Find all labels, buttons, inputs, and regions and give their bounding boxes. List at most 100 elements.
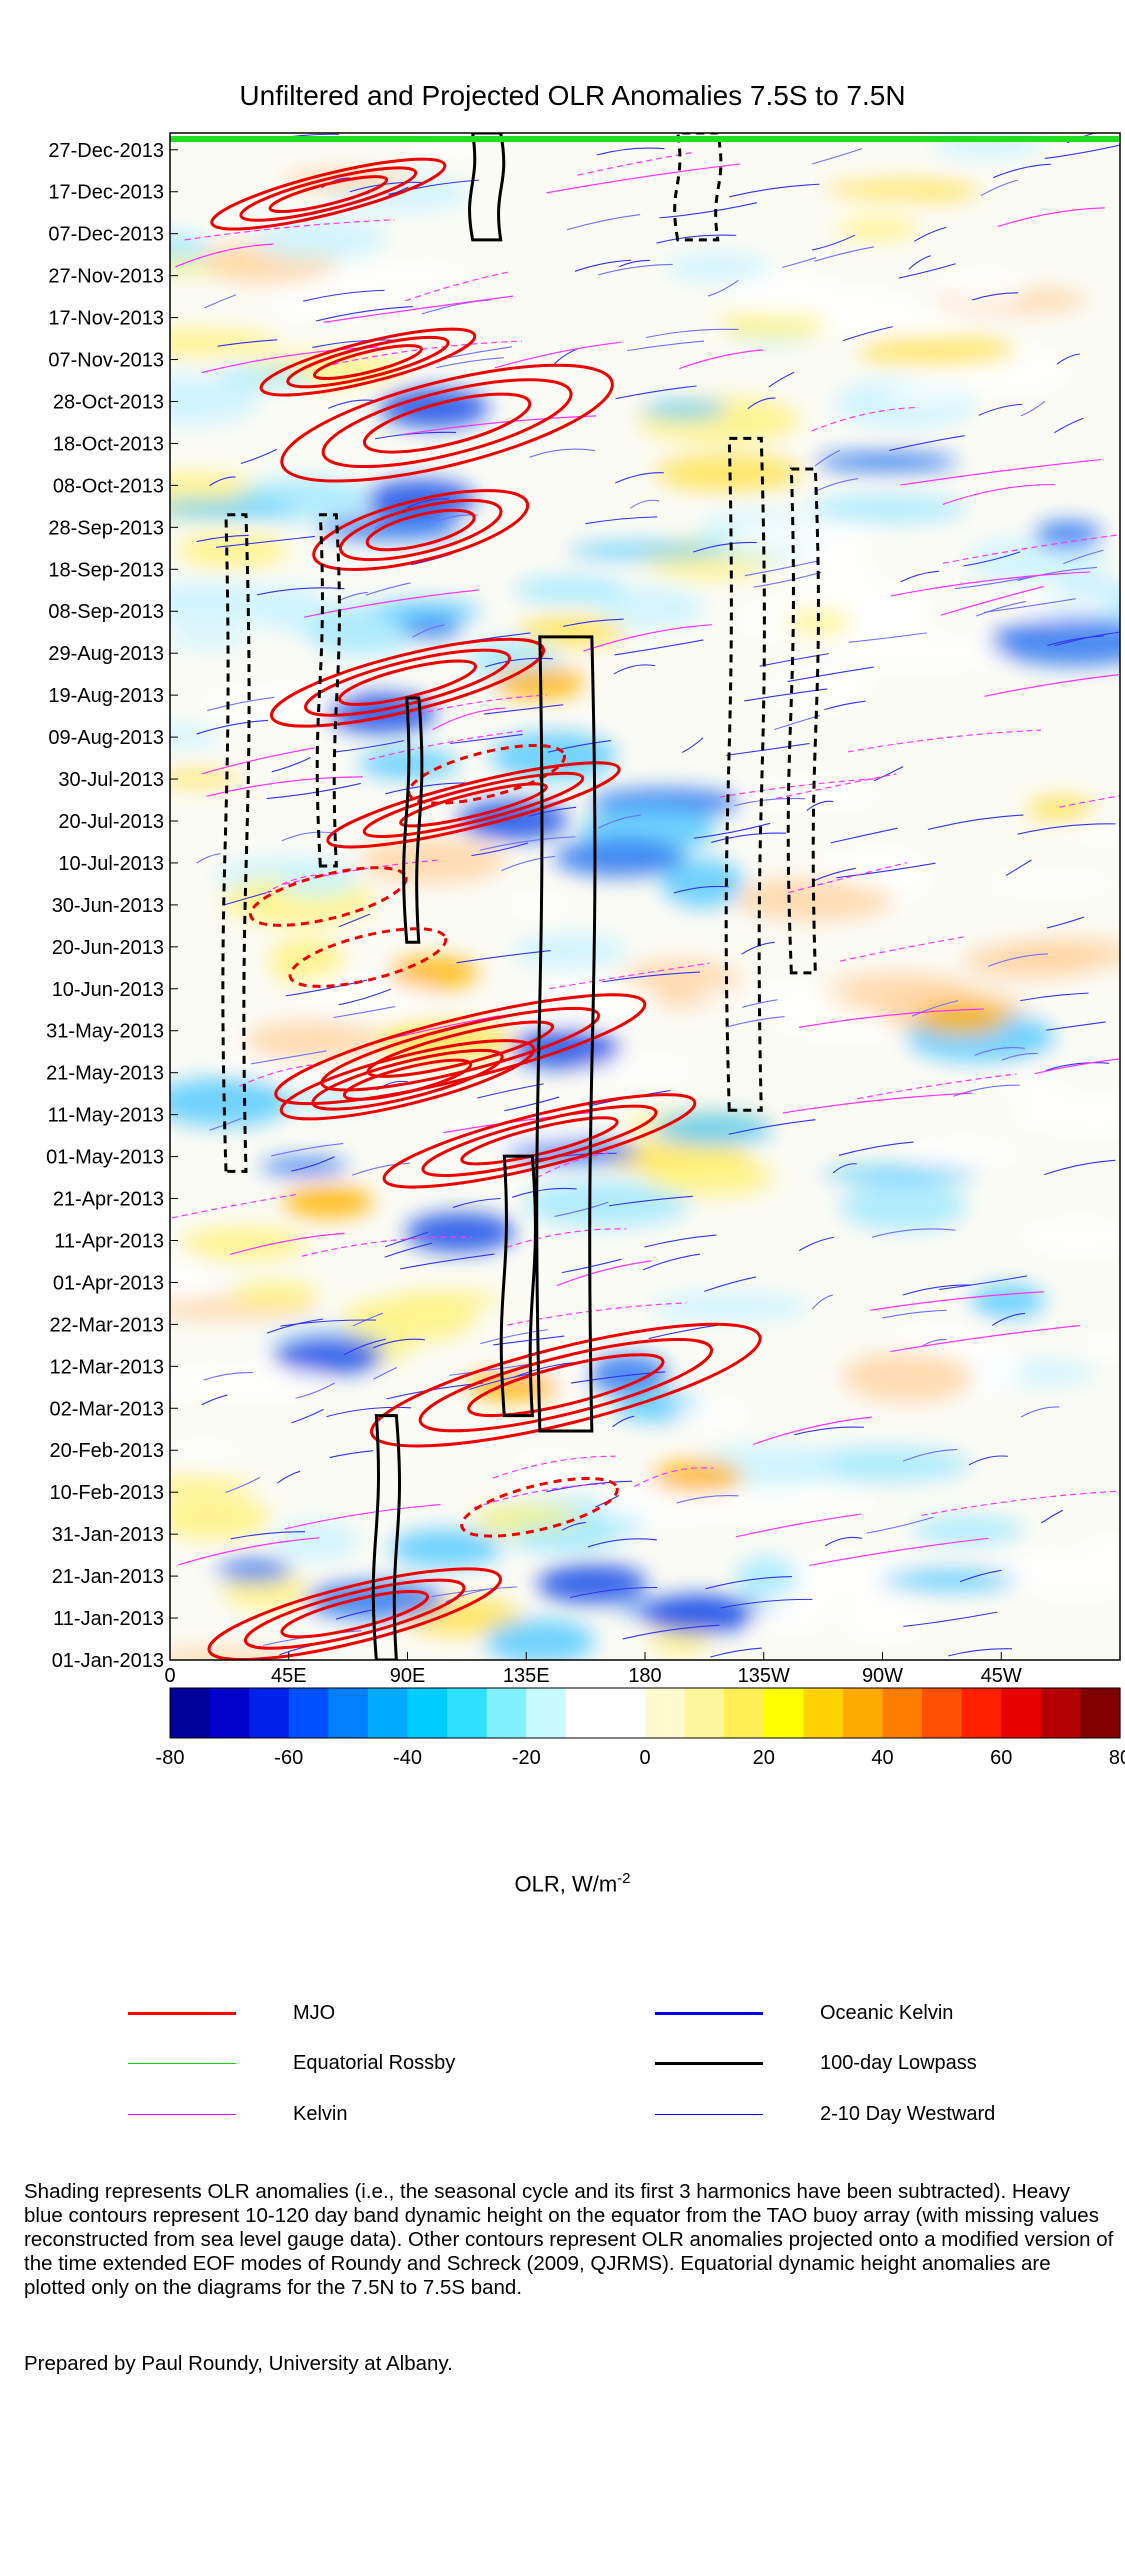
shading-blotch	[785, 609, 853, 635]
kelvin-contour	[583, 624, 713, 652]
x-tick-label: 135E	[503, 1665, 550, 1687]
shading-blotch	[989, 616, 1120, 666]
colorbar-tick-label: 60	[990, 1747, 1012, 1769]
westward-contours	[196, 133, 1120, 1658]
kelvin-contour	[940, 585, 1044, 616]
colorbar-swatch	[1001, 1688, 1042, 1738]
westward-contour	[587, 1538, 657, 1548]
westward-contour	[871, 1228, 956, 1238]
kelvin-contour	[984, 673, 1120, 697]
westward-contour	[898, 263, 956, 279]
westward-contour	[217, 339, 278, 347]
mjo-contour	[311, 1048, 504, 1111]
colorbar-swatch	[367, 1688, 409, 1738]
kelvin-contour	[679, 349, 763, 370]
shading-blotch	[170, 1261, 211, 1300]
equatorial-rossby-swatch	[128, 2062, 236, 2064]
colorbar-swatch	[486, 1688, 527, 1738]
shading-blotch	[839, 1180, 967, 1231]
y-tick-label: 19-Aug-2013	[48, 685, 164, 707]
westward-contour	[469, 1373, 530, 1391]
lowpass-swatch	[655, 2061, 763, 2065]
mjo-contour	[467, 1353, 665, 1418]
y-tick-label: 18-Oct-2013	[53, 433, 164, 455]
shading-blotch	[913, 1516, 1024, 1544]
mjo-contour	[249, 866, 408, 927]
lowpass-contour	[724, 436, 766, 1112]
westward-contour	[501, 855, 555, 872]
legend-label: 100-day Lowpass	[820, 2051, 977, 2074]
westward-contour	[449, 733, 523, 745]
lowpass-contour	[315, 513, 341, 868]
shading-blotch	[1055, 825, 1120, 842]
mjo-contour	[312, 489, 530, 571]
x-tick-label: 180	[628, 1665, 661, 1687]
westward-contour	[1020, 1406, 1060, 1418]
shading-blotch	[296, 973, 430, 1011]
westward-contour	[787, 666, 874, 683]
westward-contour	[725, 742, 810, 756]
westward-contour	[1044, 144, 1120, 160]
kelvin-contour	[201, 747, 315, 775]
westward-contour	[1054, 631, 1120, 647]
y-tick-label: 11-Apr-2013	[54, 1230, 164, 1252]
westward-contour	[1056, 353, 1080, 365]
figure-caption: Shading represents OLR anomalies (i.e., …	[24, 2180, 1114, 2299]
legend-item-mjo: MJO	[128, 1998, 335, 2028]
colorbar-swatch	[170, 1688, 211, 1738]
kelvin-contour	[577, 151, 694, 176]
y-tick-label: 10-Jun-2013	[52, 979, 164, 1001]
shading-blotch	[170, 1077, 292, 1127]
westward-contour	[561, 1521, 586, 1531]
shading-blotch	[884, 385, 968, 403]
shading-blotch	[841, 1599, 926, 1642]
colorbar-swatch	[249, 1688, 290, 1738]
westward-contour	[768, 371, 795, 388]
shading-blotch	[642, 400, 728, 419]
westward-contour	[563, 618, 624, 627]
lowpass-contour	[402, 696, 424, 944]
shading-blotch	[856, 336, 1018, 366]
colorbar-swatch	[447, 1688, 488, 1738]
kelvin-contour	[507, 1302, 687, 1326]
colorbar-swatch	[684, 1688, 725, 1738]
lowpass-contour	[499, 1154, 537, 1418]
legend-item-kelvin: Kelvin	[128, 2099, 347, 2129]
westward-contour	[939, 1275, 1028, 1290]
mjo-contour	[382, 1093, 697, 1189]
westward-contour	[627, 340, 705, 352]
kelvin-contour	[303, 589, 479, 618]
shading-blotch	[1004, 591, 1119, 618]
shading-blotch	[180, 1226, 308, 1261]
westward-contour	[436, 357, 504, 369]
colorbar-tick-label: -40	[393, 1747, 422, 1769]
shading-blotch	[653, 1111, 774, 1146]
mjo-contour	[337, 659, 478, 706]
colorbar: -80 -60 -40 -20 0 20 40 60 80	[156, 1687, 1125, 1769]
y-tick-label: 27-Nov-2013	[48, 266, 164, 288]
shading-blotch	[718, 310, 826, 339]
mjo-contour	[365, 508, 476, 552]
shading-blotch	[796, 1446, 971, 1483]
mjo-contour	[269, 637, 546, 728]
shading-blotch	[340, 1296, 477, 1343]
westward-contour	[452, 1197, 501, 1208]
westward-contour	[873, 766, 904, 782]
westward-contour	[811, 1294, 833, 1310]
westward-contour	[596, 147, 665, 156]
kelvin-contour	[809, 1537, 989, 1567]
westward-contour	[335, 1608, 375, 1620]
westward-contour	[1001, 1052, 1038, 1061]
y-tick-label: 21-May-2013	[46, 1063, 164, 1085]
westward-contour	[842, 326, 893, 342]
mjo-contour	[207, 1567, 502, 1660]
colorbar-swatch	[645, 1688, 686, 1738]
westward-contour	[959, 1569, 1002, 1583]
shading-blotch	[650, 1292, 809, 1321]
mjo-contour	[312, 344, 423, 381]
westward-contour	[479, 836, 576, 851]
shading-blotch	[833, 378, 976, 429]
shading-blotch	[271, 281, 373, 323]
kelvin-contour	[492, 1455, 616, 1479]
westward-contour	[882, 1309, 947, 1319]
